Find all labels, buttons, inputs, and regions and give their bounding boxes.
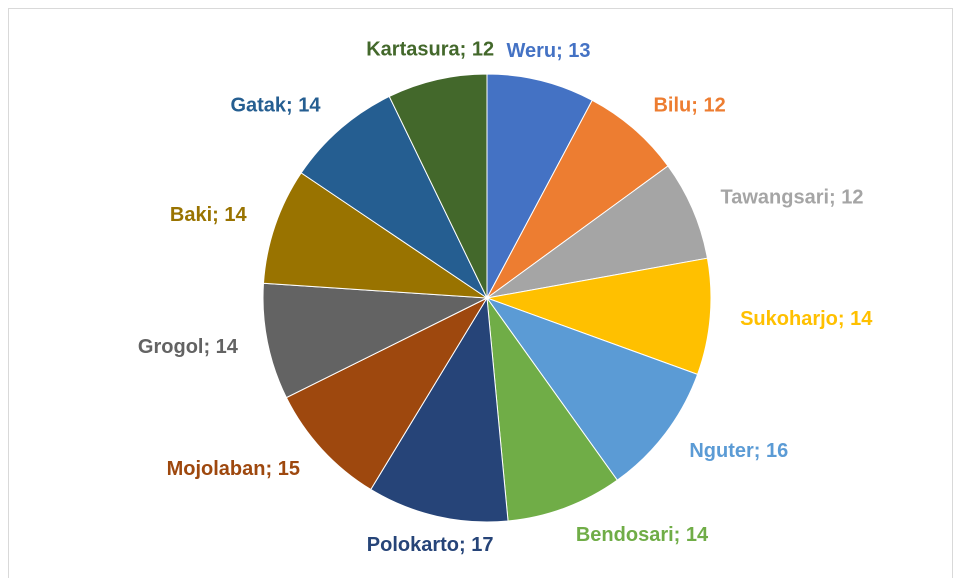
pie-slice <box>262 172 489 299</box>
data-label: Nguter; 16 <box>689 440 788 462</box>
pie-slice <box>370 296 509 523</box>
pie-slice <box>486 296 618 522</box>
pie-slice <box>486 99 669 299</box>
pie-slice <box>262 282 489 399</box>
data-label: Sukoharjo; 14 <box>740 308 873 330</box>
pie-slice <box>485 296 699 481</box>
data-label: Bilu; 12 <box>653 94 725 116</box>
data-label: Mojolaban; 15 <box>167 458 300 480</box>
pie-slice <box>485 257 712 376</box>
data-label: Gatak; 14 <box>230 94 321 116</box>
data-label: Bendosari; 14 <box>576 524 709 546</box>
pie-slice <box>285 296 489 491</box>
data-label: Grogol; 14 <box>138 336 239 358</box>
data-label: Tawangsari; 12 <box>721 186 864 208</box>
pie-slice <box>486 165 709 299</box>
data-label: Polokarto; 17 <box>367 534 494 556</box>
pie-slice <box>486 73 593 299</box>
pie-slice <box>388 73 488 299</box>
data-label: Kartasura; 12 <box>366 39 494 61</box>
data-label: Weru; 13 <box>506 40 590 62</box>
pie-slice <box>300 95 489 300</box>
data-label: Baki; 14 <box>170 204 248 226</box>
